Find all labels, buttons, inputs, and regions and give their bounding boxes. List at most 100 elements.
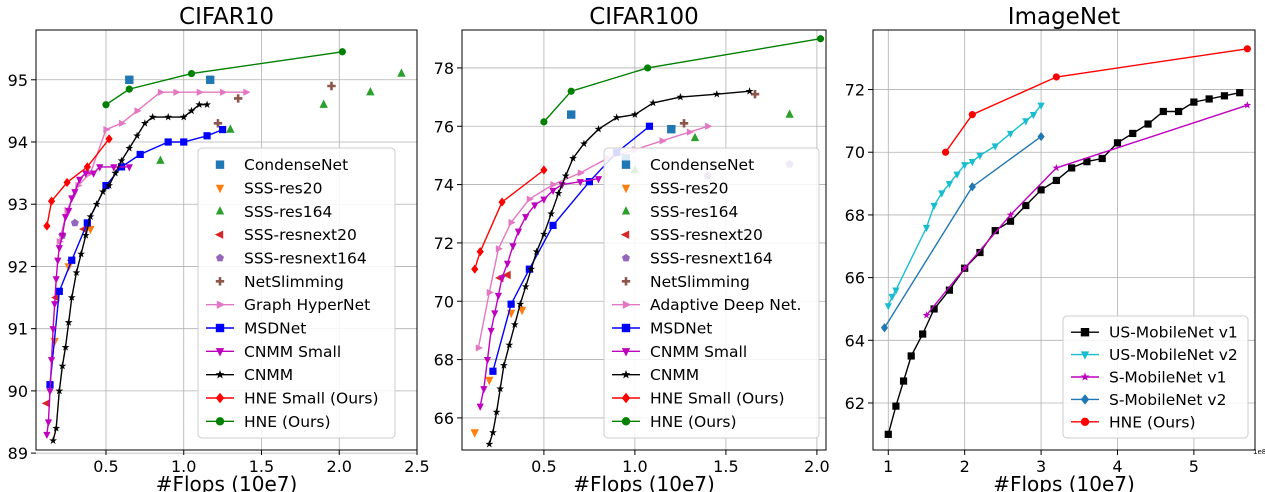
legend-item-cnmm-small: CNMM Small	[612, 343, 747, 361]
legend-label: CondenseNet	[244, 156, 348, 174]
series-hne-ours-point	[567, 87, 575, 95]
legend-label: HNE (Ours)	[1109, 413, 1196, 431]
legend-label: CNMM	[650, 366, 699, 384]
y-tick-label: 72	[845, 81, 865, 100]
legend-label: US-MobileNet v2	[1109, 346, 1238, 364]
series-s-mobilenet-v1-point	[1243, 101, 1252, 109]
y-tick-label: 68	[434, 351, 454, 370]
series-hne-ours-line	[105, 51, 343, 106]
legend-swatch-marker	[621, 184, 631, 194]
series-hne-small-ours-point	[83, 162, 91, 172]
series-us-mobilenet-v1-point	[919, 330, 927, 338]
series-cnmm-small-point	[68, 195, 76, 203]
legend-label: NetSlimming	[650, 273, 750, 291]
series-us-mobilenet-v1-point	[1006, 217, 1015, 225]
series-s-mobilenet-v1-point	[1006, 210, 1015, 219]
legend-label: HNE Small (Ours)	[650, 390, 785, 408]
series-us-mobilenet-v2-point	[930, 202, 938, 211]
legend-swatch-marker	[621, 348, 631, 357]
series-graph-hypernet-point	[103, 125, 111, 134]
legend-item-us-mobilenet-v1: US-MobileNet v1	[1071, 324, 1238, 342]
legend-item-sss-resnext20: SSS-resnext20	[214, 226, 357, 244]
x-tick-label: 2.0	[327, 457, 352, 476]
chart-title: CIFAR10	[179, 4, 274, 30]
series-cnmm-point	[547, 209, 556, 218]
legend-label: SSS-res164	[650, 203, 738, 221]
x-axis-label: #Flops (10e7)	[993, 472, 1135, 492]
legend-label: SSS-resnext20	[650, 226, 763, 244]
legend-swatch-marker	[215, 206, 225, 215]
series-cnmm-point	[117, 156, 126, 164]
series-sss-res164-point	[366, 87, 375, 96]
series-msdnet-point	[585, 178, 593, 186]
series-msdnet-point	[645, 122, 654, 130]
series-netslimming	[679, 89, 760, 128]
legend-item-msdnet: MSDNet	[206, 320, 306, 338]
series-cnmm-line	[488, 90, 750, 445]
series-sss-res164-point	[785, 109, 794, 118]
series-hne-small-ours-point	[43, 221, 51, 231]
series-msdnet-point	[489, 367, 497, 375]
chart-cifar10: 0.5 1.0 1.5 2.0 2.5 89 90 91 92 93 94 95 CIFAR10 #Flo…	[8, 4, 430, 492]
legend-swatch-marker	[620, 230, 630, 239]
series-cnmm-small-point	[110, 164, 118, 172]
series-us-mobilenet-v1-point	[1220, 92, 1229, 100]
series-cnmm-small-point	[503, 260, 512, 268]
legend-label: SSS-resnext164	[650, 250, 773, 268]
series-us-mobilenet-v1-point	[1144, 120, 1152, 128]
x-tick-label: 2	[960, 457, 970, 476]
legend-item-hne-small-ours: HNE Small (Ours)	[206, 390, 379, 408]
legend-label: SSS-resnext164	[244, 250, 367, 268]
legend-label: US-MobileNet v1	[1109, 324, 1238, 342]
series-cnmm-point	[580, 139, 588, 148]
series-msdnet-point	[164, 138, 172, 146]
series-us-mobilenet-v2-point	[976, 152, 984, 160]
series-condensenet	[125, 75, 215, 84]
legend-label: MSDNet	[244, 320, 306, 338]
legend-item-hne-small-ours: HNE Small (Ours)	[612, 390, 785, 408]
series-adaptive-deep-net-point	[495, 245, 503, 253]
series-cnmm-point	[485, 440, 494, 448]
series-us-mobilenet-v1-point	[1022, 201, 1030, 210]
series-us-mobilenet-v2-point	[945, 180, 953, 189]
legend-item-cnmm: CNMM	[206, 366, 293, 384]
series-cnmm-point	[140, 119, 149, 127]
legend-label: NetSlimming	[244, 273, 344, 291]
series-cnmm-small-point	[65, 207, 73, 216]
series-adaptive-deep-net-point	[526, 195, 534, 203]
legend-item-hne-ours: HNE (Ours)	[206, 413, 331, 431]
series-cnmm-point	[98, 187, 107, 196]
series-hne-small-ours-point	[498, 197, 506, 207]
series-sss-resnext164-point	[70, 218, 79, 227]
series-cnmm-small-point	[96, 164, 104, 172]
series-cnmm-small-point	[54, 257, 62, 265]
y-tick-label: 76	[434, 117, 454, 136]
series-sss-res20-point	[470, 429, 479, 438]
series-sss-res20-point	[485, 376, 494, 386]
series-cnmm-small-point	[44, 419, 53, 427]
series-msdnet-line	[49, 128, 223, 385]
series-cnmm-point	[72, 268, 81, 276]
x-tick-label: 0.5	[531, 457, 556, 476]
legend-item-hne-ours: HNE (Ours)	[612, 413, 737, 431]
series-cnmm-point	[505, 340, 514, 349]
series-cnmm-point	[521, 282, 530, 290]
legend-swatch-marker	[215, 323, 225, 333]
series-hne-small-ours-line	[474, 169, 545, 270]
x-tick-label: 1	[883, 457, 893, 476]
legend-item-sss-res20: SSS-res20	[621, 180, 728, 198]
series-us-mobilenet-v1-point	[884, 430, 892, 438]
series-cnmm-small-point	[55, 245, 63, 253]
series-cnmm-point	[561, 171, 570, 180]
series-us-mobilenet-v1-point	[1159, 107, 1167, 116]
legend-item-netslimming: NetSlimming	[621, 273, 750, 291]
x-tick-label: 3	[1036, 457, 1046, 476]
series-cnmm-point	[676, 92, 685, 101]
axes-frame	[872, 29, 1256, 451]
series-cnmm	[49, 100, 211, 444]
series-s-mobilenet-v2-point	[968, 182, 976, 192]
series-sss-res164-point	[226, 124, 235, 133]
legend-label: SSS-res164	[244, 203, 332, 221]
series-cnmm-point	[203, 100, 211, 108]
series-us-mobilenet-v2-point	[938, 190, 946, 198]
